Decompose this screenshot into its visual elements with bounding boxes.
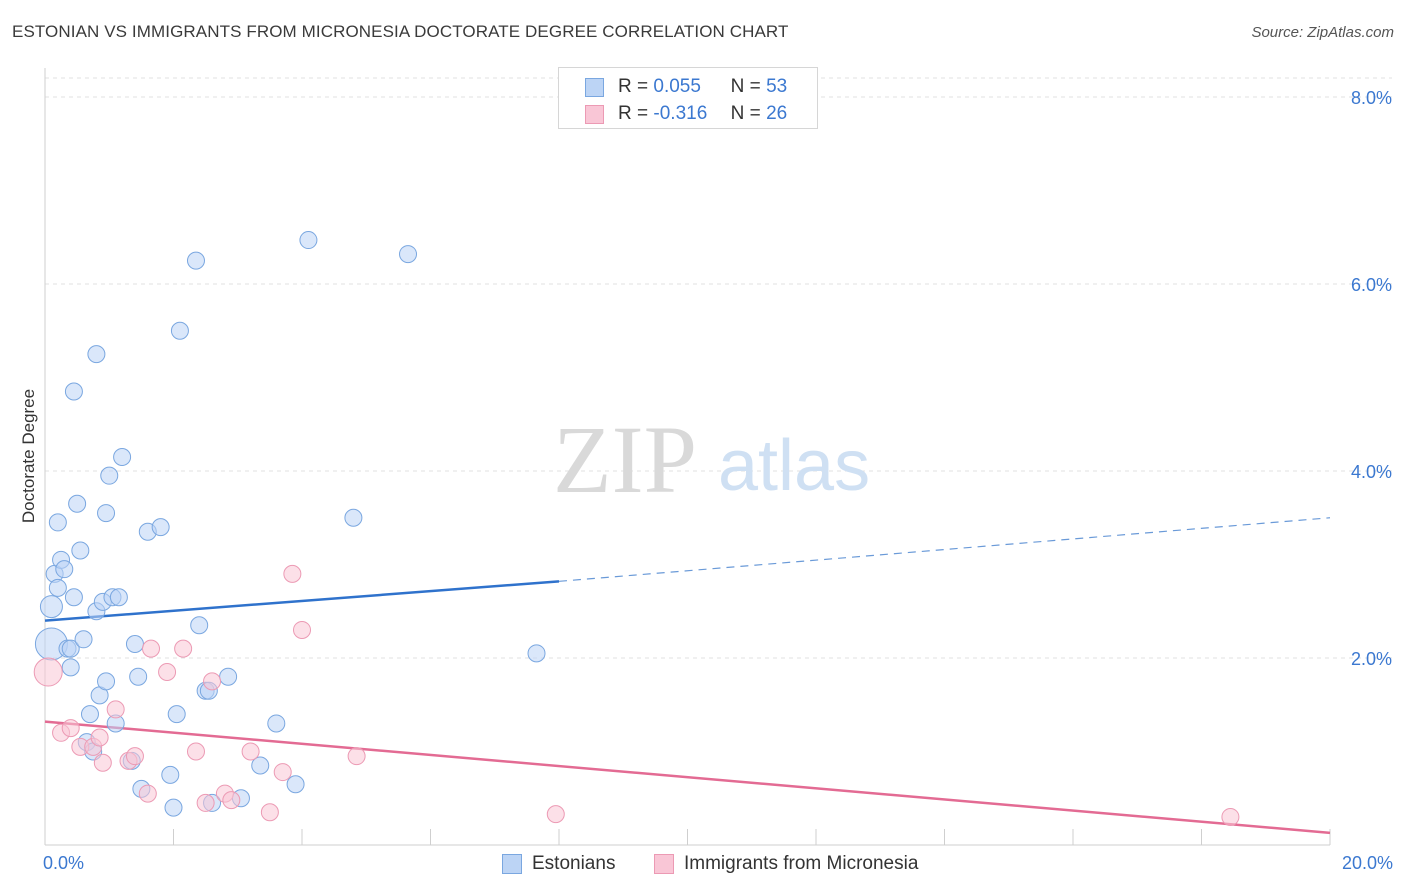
estonians-point	[74, 630, 93, 649]
micronesia-point	[93, 753, 112, 772]
estonians-trend-extension	[558, 517, 1331, 582]
bottom-legend-label: Estonians	[532, 853, 616, 874]
micronesia-point	[222, 791, 241, 810]
estonians-point	[61, 639, 80, 658]
legend-swatch-micronesia	[585, 104, 604, 124]
micronesia-point	[546, 805, 565, 824]
micronesia-point	[158, 663, 177, 682]
legend-n-value: 53	[766, 76, 788, 97]
legend-n-label: N =	[730, 76, 761, 97]
legend-r-label: R =	[618, 103, 649, 124]
bottom-legend-micronesia: Immigrants from Micronesia	[654, 852, 918, 876]
legend-r-label: R =	[618, 76, 649, 97]
estonians-point	[167, 705, 186, 724]
y-axis-label: Doctorate Degree	[19, 389, 38, 523]
chart-title: ESTONIAN VS IMMIGRANTS FROM MICRONESIA D…	[12, 22, 789, 41]
micronesia-point	[106, 700, 125, 719]
legend-swatch-estonians	[585, 77, 604, 97]
estonians-point	[71, 541, 90, 560]
watermark-atlas: atlas	[718, 426, 870, 506]
estonians-point	[39, 595, 63, 619]
micronesia-point	[241, 742, 260, 761]
axes	[44, 68, 1331, 846]
estonians-point	[344, 508, 363, 527]
estonians-point	[161, 765, 180, 784]
micronesia-point	[125, 747, 144, 766]
estonians-point	[64, 382, 83, 401]
legend-n-value: 26	[766, 103, 788, 124]
estonians-point	[219, 667, 238, 686]
legend-n-label: N =	[730, 103, 761, 124]
grid-lines	[45, 77, 1392, 659]
micronesia-point	[203, 672, 222, 691]
axis-labels: 2.0% 4.0% 6.0% 8.0% 0.0% 20.0% Doctorate Degre…	[19, 88, 1393, 873]
x-tick-label: 20.0%	[1342, 853, 1393, 873]
estonians-point	[68, 494, 87, 513]
estonians-point	[251, 756, 270, 775]
estonians-point	[97, 504, 116, 523]
estonians-point	[109, 588, 128, 607]
estonians-point	[64, 588, 83, 607]
micronesia-point	[293, 620, 311, 639]
estonians-point	[267, 714, 286, 733]
micronesia-point	[186, 742, 205, 761]
estonians-point	[125, 634, 144, 653]
y-tick-label: 8.0%	[1351, 88, 1392, 108]
x-tick-label: 0.0%	[43, 853, 84, 873]
estonians-point	[48, 513, 67, 532]
micronesia-point	[273, 763, 292, 782]
estonians-point	[100, 466, 119, 485]
estonians-point	[113, 447, 132, 466]
micronesia-point	[174, 639, 193, 658]
data-points	[33, 231, 1240, 826]
estonians-point	[399, 245, 418, 264]
micronesia-trend-line	[44, 720, 1331, 835]
correlation-legend: R = 0.055 N = 53 R = -0.316 N = 26	[558, 67, 818, 129]
micronesia-point	[283, 564, 302, 583]
legend-row-estonians: R = 0.055 N = 53	[585, 76, 787, 98]
micronesia-point	[260, 803, 279, 822]
micronesia-point	[1221, 807, 1240, 826]
estonians-point	[61, 658, 80, 677]
legend-row-micronesia: R = -0.316 N = 26	[585, 103, 787, 125]
micronesia-point	[90, 728, 109, 747]
micronesia-point	[196, 793, 215, 812]
legend-r-value: 0.055	[653, 76, 701, 97]
y-tick-label: 2.0%	[1351, 649, 1392, 669]
legend-r-value: -0.316	[653, 103, 708, 124]
micronesia-point	[33, 657, 63, 687]
estonians-point	[186, 251, 205, 270]
estonians-point	[527, 644, 546, 663]
estonians-point	[48, 578, 67, 597]
micronesia-point	[142, 639, 161, 658]
estonians-point	[87, 345, 106, 364]
y-tick-label: 4.0%	[1351, 462, 1392, 482]
bottom-legend-label: Immigrants from Micronesia	[684, 853, 919, 874]
trend-lines	[44, 517, 1331, 835]
bottom-legend-estonians: Estonians	[502, 852, 615, 876]
estonians-point	[286, 775, 305, 794]
estonians-point	[55, 560, 74, 579]
estonians-point	[80, 705, 99, 724]
bottom-legend-swatch-micronesia	[654, 854, 674, 874]
watermark: ZIP atlas	[553, 406, 870, 513]
watermark-zip: ZIP	[553, 406, 697, 513]
estonians-point	[170, 321, 189, 340]
estonians-trend-line	[44, 580, 560, 622]
micronesia-point	[347, 747, 366, 766]
estonians-point	[129, 667, 148, 686]
y-tick-label: 6.0%	[1351, 275, 1392, 295]
estonians-point	[97, 672, 116, 691]
source-label: Source: ZipAtlas.com	[1251, 24, 1394, 41]
estonians-point	[151, 518, 170, 537]
estonians-point	[190, 616, 209, 635]
estonians-point	[164, 798, 183, 817]
bottom-legend-swatch-estonians	[502, 854, 522, 874]
micronesia-point	[61, 719, 80, 738]
estonians-point	[299, 231, 318, 250]
micronesia-point	[138, 784, 157, 803]
